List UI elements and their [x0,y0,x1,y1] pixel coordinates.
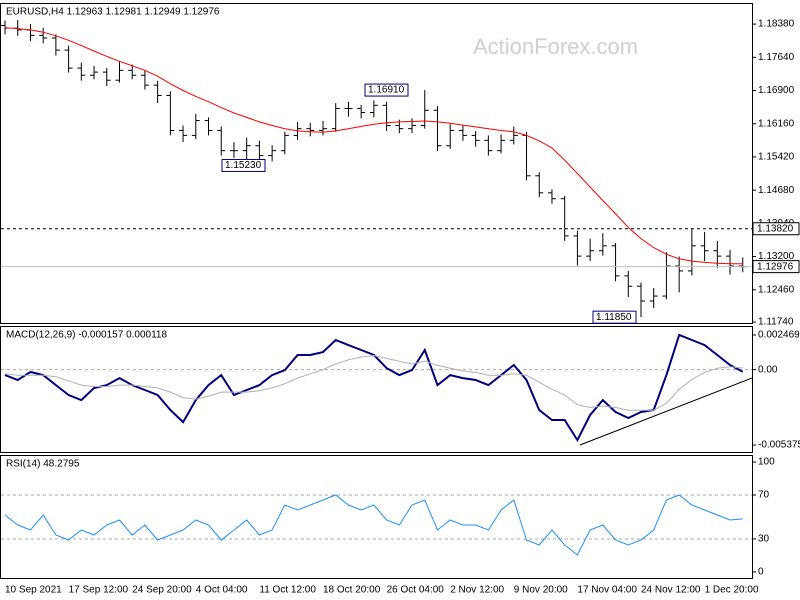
panel-title: MACD(12,26,9) -0.000157 0.000118 [6,330,167,341]
x-tick-label: 11 Oct 12:00 [259,585,316,596]
series-line [4,494,743,556]
level-label: 1.13820 [757,223,794,234]
y-tick-label: -0.005375 [758,440,800,451]
y-tick-label: 1.16900 [758,85,795,96]
x-tick-label: 18 Oct 20:00 [323,585,381,596]
y-tick-label: 0.002469 [758,330,800,341]
trend-line [579,377,753,446]
y-tick-label: 1.12460 [758,284,795,295]
y-tick-label: 1.14680 [758,185,795,196]
x-tick-label: 17 Nov 04:00 [577,585,637,596]
series-line [4,355,743,411]
y-tick-label: 0 [758,567,764,578]
y-tick-label: 1.17640 [758,52,795,63]
y-tick-label: 1.16160 [758,118,795,129]
panel-title: RSI(14) 48.2795 [6,459,80,470]
annotation-label: 1.15230 [225,160,262,171]
y-tick-label: 1.11740 [758,317,794,328]
panel-border [0,3,753,324]
x-tick-label: 9 Nov 20:00 [514,585,568,596]
y-tick-label: 0.00 [758,364,778,375]
y-tick-label: 1.13200 [758,251,795,262]
x-tick-label: 26 Oct 04:00 [387,585,445,596]
y-tick-label: 1.18380 [758,19,795,30]
x-tick-label: 24 Sep 20:00 [132,585,192,596]
x-tick-label: 24 Nov 12:00 [641,585,701,596]
x-tick-label: 1 Dec 20:00 [705,585,759,596]
annotation-box [592,310,637,324]
panel-title: EURUSD,H4 1.12963 1.12981 1.12949 1.1297… [6,7,220,18]
level-box [752,222,800,236]
x-tick-label: 2 Nov 12:00 [450,585,504,596]
annotation-box [221,158,266,172]
watermark: ActionForex.com [473,34,638,59]
series-line [4,333,744,443]
y-tick-label: 30 [758,534,770,545]
last-price-box [752,260,800,274]
y-tick-label: 1.15420 [758,152,795,163]
x-tick-label: 10 Sep 2021 [5,585,62,596]
panel-border [0,326,753,453]
last-price-label: 1.12976 [757,261,794,272]
y-tick-label: 70 [758,490,770,501]
annotation-label: 1.16910 [368,85,405,96]
x-tick-label: 17 Sep 12:00 [69,585,129,596]
series-line [4,27,743,265]
annotation-label: 1.11850 [596,312,632,323]
panel-border [0,455,753,579]
y-tick-label: 100 [758,457,775,468]
annotation-box [364,83,409,97]
x-tick-label: 4 Oct 04:00 [196,585,248,596]
